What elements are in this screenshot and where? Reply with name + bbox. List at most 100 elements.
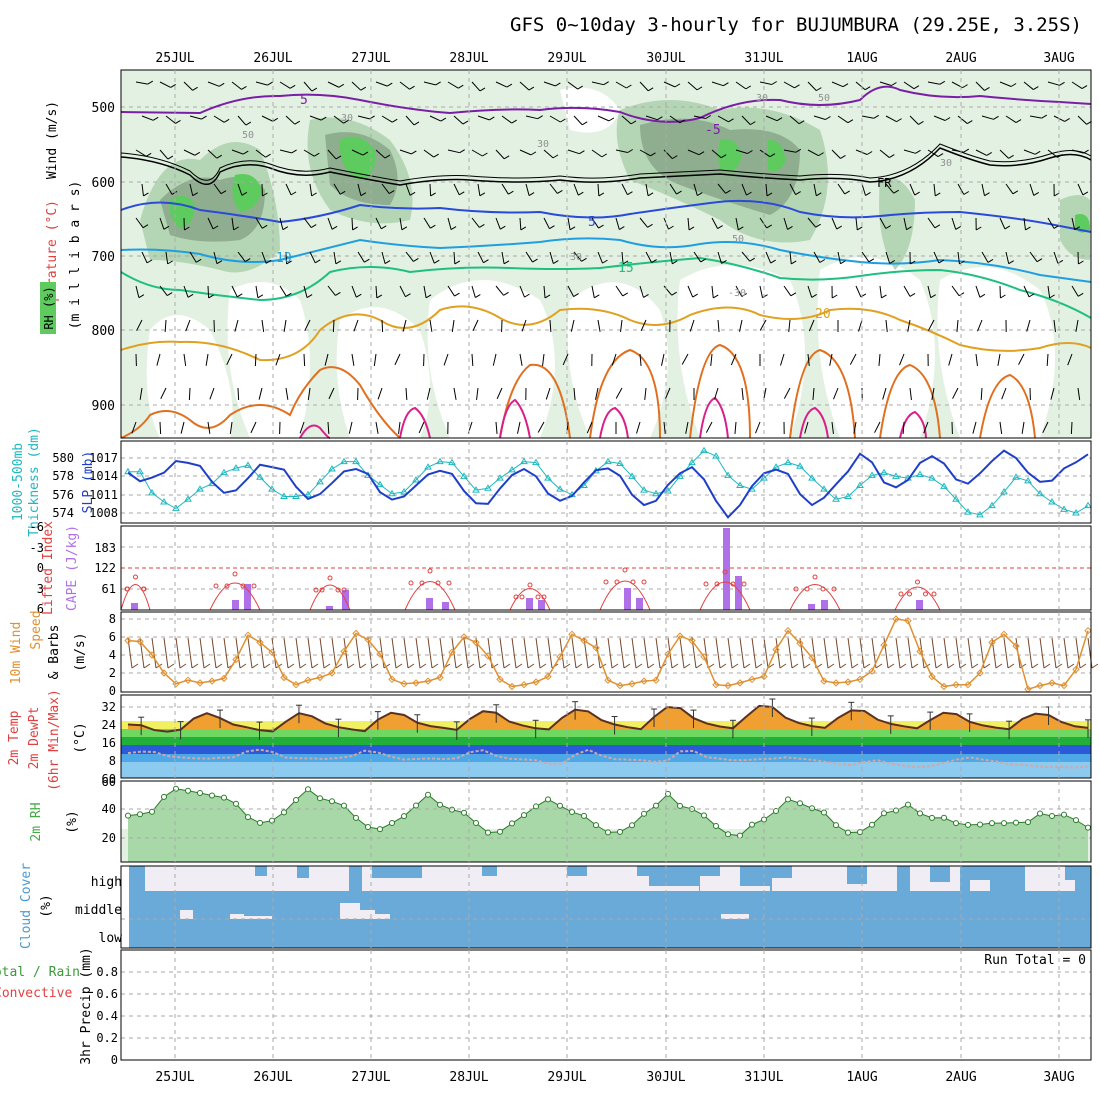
wind-barb-flag [1004, 225, 1011, 230]
wind-barb-flag [369, 115, 375, 120]
wind10-marker [568, 630, 576, 639]
wind-barb-flag [147, 80, 154, 85]
wind-barb-flag [937, 153, 944, 157]
y-tick-label: 0 [109, 684, 116, 698]
cape-bar [821, 600, 828, 610]
wind-barb-flag [265, 259, 272, 264]
bottom-date-label: 29JUL [547, 1070, 586, 1085]
wind-barb [999, 421, 1003, 434]
wind-barb-flag [816, 192, 822, 197]
temp2m-panel: 32 24 16 8 60 2m Temp 2m DewPt (6hr Min/… [7, 689, 1092, 791]
top-date-label: 30JUL [646, 51, 685, 66]
wind-barb-flag [1012, 190, 1019, 195]
wind-barb [537, 421, 545, 433]
top-date-label: 31JUL [744, 51, 783, 66]
wind-barb [327, 421, 330, 435]
wind-barb [135, 217, 144, 229]
bottom-date-labels: 25JUL 26JUL 27JUL 28JUL 29JUL 30JUL 31JU… [155, 1070, 1074, 1085]
wind-barb-flag [770, 259, 776, 264]
wind-barb [739, 319, 743, 332]
temperature-contours [120, 85, 1092, 439]
wind-barb [759, 217, 768, 229]
cloud-gap [255, 876, 267, 891]
wind-barb-flag [1082, 191, 1089, 196]
wind-barb [279, 217, 284, 230]
wind-barb-flag [721, 260, 727, 264]
wind-barb-flag [208, 294, 214, 299]
wind-barb [1047, 285, 1051, 298]
wind-barb-flag [306, 294, 313, 299]
cape-bar [326, 606, 333, 610]
bottom-date-label: 2AUG [945, 1070, 976, 1085]
wind-barb-flag [840, 260, 846, 265]
thickness-marker [340, 457, 348, 465]
wind-barb [972, 421, 977, 434]
wind-barb [663, 421, 666, 434]
cloud-gap [930, 882, 950, 891]
wind-barb-flag [364, 258, 370, 263]
wind10-barb-flag [455, 663, 463, 669]
thickness-marker [616, 459, 624, 466]
axis-label-cloud-unit: (%) [39, 894, 54, 917]
wind10-barb-flag [887, 663, 895, 669]
wind-barb [640, 319, 647, 332]
wind-barb [741, 115, 751, 125]
temp-band [121, 745, 1091, 754]
wind-barb-flag [651, 259, 657, 264]
cloud-gap [772, 878, 792, 891]
wind10-barb-flag [503, 663, 511, 669]
wind10-barb-flag [1055, 663, 1063, 669]
thickness-marker [940, 482, 948, 489]
wind-barb [139, 387, 143, 400]
wind-barb [1029, 115, 1042, 119]
rh2m-marker [1025, 819, 1031, 826]
wind-barb [933, 183, 936, 196]
wind10-marker [892, 615, 900, 623]
wind-barb [250, 421, 257, 434]
wind10-barb-flag [179, 663, 187, 669]
wind-barb-flag [409, 191, 416, 196]
cloud-gap [740, 886, 770, 891]
wind-barb [351, 217, 354, 231]
wind-barb [639, 285, 644, 298]
bottom-date-label: 30JUL [646, 1070, 685, 1085]
rh2m-marker [929, 814, 935, 821]
wind10-marker [244, 631, 252, 639]
wind-barb-flag [388, 190, 395, 195]
wind-barb [1005, 251, 1010, 264]
wind-barb [429, 115, 442, 122]
cape-bar [636, 598, 643, 610]
rh2m-marker [209, 792, 215, 799]
rh2m-marker [245, 814, 251, 821]
cape-bar [735, 576, 742, 610]
wind-barb [472, 319, 479, 332]
wind-barb [234, 319, 239, 332]
axis-label-slp: SLP (mb) [81, 451, 96, 514]
wind-barb [1050, 387, 1055, 400]
rh-mid-area [879, 177, 915, 270]
wind10-barb-flag [239, 663, 247, 669]
wind-barb-flag [1034, 150, 1041, 155]
wind-barb-flag [749, 257, 755, 262]
wind-barb-flag [311, 87, 318, 92]
wind10-barb-flag [383, 663, 391, 669]
wind-barb-flag [413, 121, 420, 126]
cloud-gaps [145, 866, 1075, 919]
wind10-barb-flag [1019, 663, 1027, 669]
wind-barb-flag [738, 226, 744, 231]
wind10-barb [307, 637, 313, 669]
wind-barb-flag [479, 224, 485, 228]
wind-barb [492, 353, 497, 366]
wind-barb-flag [1025, 226, 1031, 231]
wind-barb [141, 251, 148, 264]
rh-ticks: 60 40 20 [102, 775, 116, 845]
wind-barb [226, 353, 233, 366]
wind-barb-flag [430, 192, 436, 197]
wind-barb [923, 421, 929, 434]
wind-barb [804, 421, 809, 434]
bottom-date-label: 28JUL [449, 1070, 488, 1085]
thickness-marker [256, 473, 264, 480]
wind-barb [981, 251, 989, 263]
wind-barb [931, 387, 935, 400]
wind-barb [977, 319, 983, 332]
